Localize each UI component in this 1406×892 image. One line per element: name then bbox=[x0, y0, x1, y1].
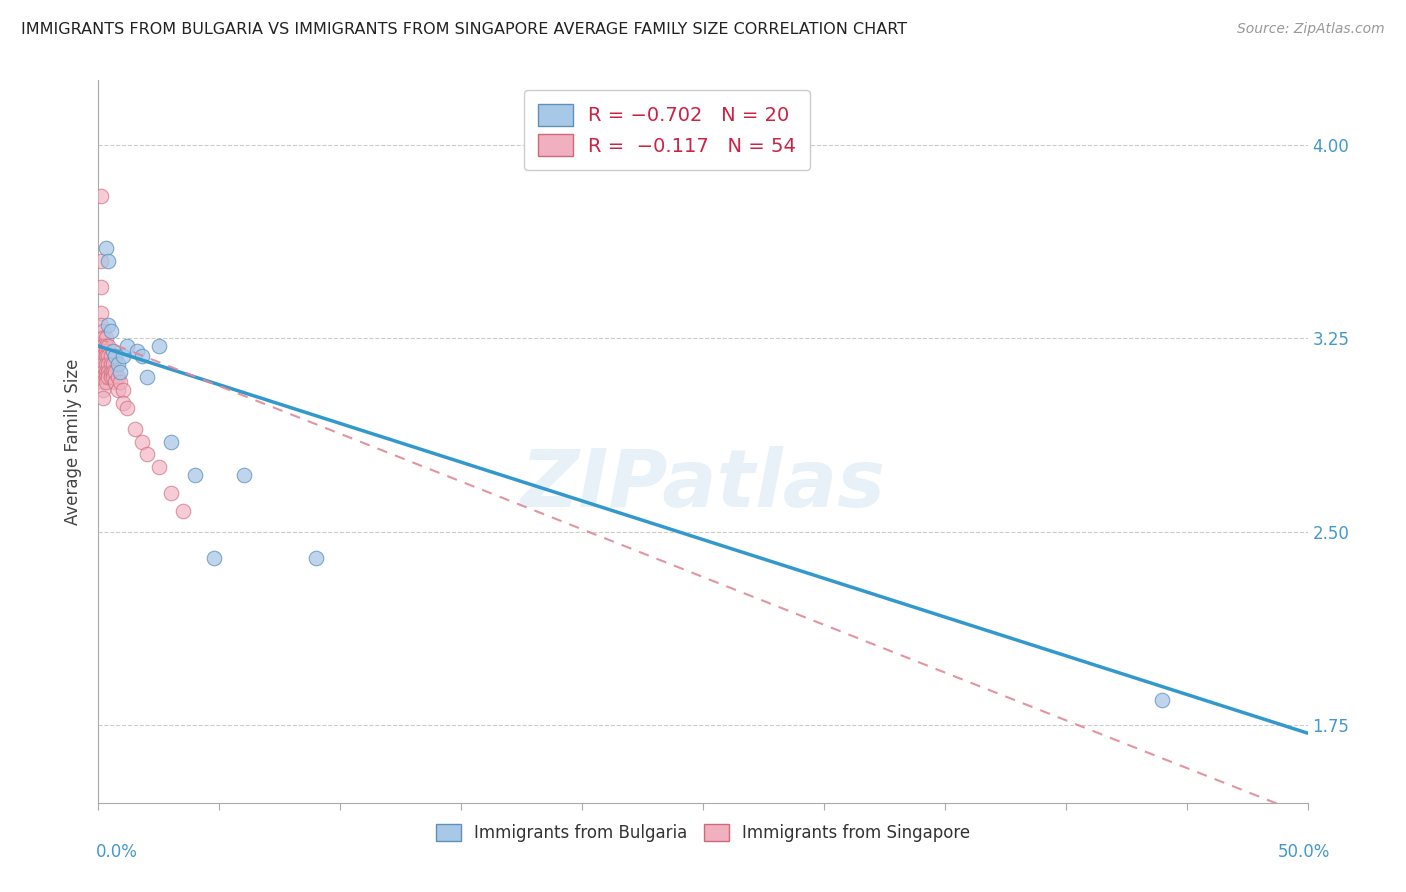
Point bbox=[101, 344, 124, 359]
Point bbox=[97, 339, 120, 353]
Point bbox=[148, 339, 170, 353]
Point bbox=[97, 365, 120, 379]
Point bbox=[108, 365, 131, 379]
Point bbox=[94, 375, 117, 389]
Point bbox=[100, 365, 122, 379]
Point bbox=[97, 370, 120, 384]
Y-axis label: Average Family Size: Average Family Size bbox=[65, 359, 83, 524]
Point bbox=[160, 434, 183, 449]
Point bbox=[107, 357, 129, 371]
Point bbox=[1152, 692, 1174, 706]
Text: Source: ZipAtlas.com: Source: ZipAtlas.com bbox=[1237, 22, 1385, 37]
Point bbox=[107, 370, 129, 384]
Point bbox=[90, 339, 112, 353]
Point bbox=[91, 383, 114, 397]
Point bbox=[104, 365, 127, 379]
Text: ZIPatlas: ZIPatlas bbox=[520, 446, 886, 524]
Point bbox=[135, 447, 157, 461]
Point bbox=[94, 350, 117, 364]
Point bbox=[90, 350, 112, 364]
Point bbox=[100, 357, 122, 371]
Point bbox=[94, 331, 117, 345]
Point bbox=[135, 370, 157, 384]
Point bbox=[94, 365, 117, 379]
Point bbox=[101, 370, 124, 384]
Point bbox=[101, 357, 124, 371]
Point bbox=[131, 434, 153, 449]
Point bbox=[90, 318, 112, 333]
Point bbox=[100, 324, 122, 338]
Point bbox=[94, 339, 117, 353]
Point bbox=[160, 486, 183, 500]
Point bbox=[91, 370, 114, 384]
Point bbox=[111, 396, 134, 410]
Point bbox=[91, 324, 114, 338]
Point bbox=[97, 253, 120, 268]
Point bbox=[305, 550, 328, 565]
Point bbox=[97, 350, 120, 364]
Point bbox=[108, 375, 131, 389]
Point bbox=[124, 422, 146, 436]
Point bbox=[172, 504, 194, 518]
Point bbox=[91, 391, 114, 405]
Point bbox=[97, 318, 120, 333]
Point bbox=[91, 357, 114, 371]
Text: 50.0%: 50.0% bbox=[1278, 843, 1330, 861]
Point bbox=[111, 383, 134, 397]
Point bbox=[91, 344, 114, 359]
Point bbox=[97, 357, 120, 371]
Point bbox=[90, 189, 112, 203]
Text: IMMIGRANTS FROM BULGARIA VS IMMIGRANTS FROM SINGAPORE AVERAGE FAMILY SIZE CORREL: IMMIGRANTS FROM BULGARIA VS IMMIGRANTS F… bbox=[21, 22, 907, 37]
Point bbox=[204, 550, 226, 565]
Point bbox=[100, 350, 122, 364]
Point bbox=[94, 241, 117, 255]
Point bbox=[90, 331, 112, 345]
Point bbox=[90, 253, 112, 268]
Point bbox=[107, 383, 129, 397]
Point bbox=[117, 401, 139, 415]
Point bbox=[104, 350, 127, 364]
Point bbox=[91, 331, 114, 345]
Point bbox=[94, 344, 117, 359]
Point bbox=[90, 344, 112, 359]
Point bbox=[148, 460, 170, 475]
Legend: Immigrants from Bulgaria, Immigrants from Singapore: Immigrants from Bulgaria, Immigrants fro… bbox=[429, 817, 977, 848]
Point bbox=[94, 357, 117, 371]
Point bbox=[117, 339, 139, 353]
Point bbox=[100, 370, 122, 384]
Point bbox=[91, 365, 114, 379]
Point bbox=[232, 468, 254, 483]
Point bbox=[101, 365, 124, 379]
Point bbox=[131, 350, 153, 364]
Point bbox=[184, 468, 207, 483]
Point bbox=[91, 350, 114, 364]
Point bbox=[90, 279, 112, 293]
Point bbox=[127, 344, 149, 359]
Point bbox=[94, 370, 117, 384]
Point bbox=[91, 339, 114, 353]
Point bbox=[111, 350, 134, 364]
Point bbox=[90, 305, 112, 319]
Point bbox=[91, 375, 114, 389]
Text: 0.0%: 0.0% bbox=[96, 843, 138, 861]
Point bbox=[104, 375, 127, 389]
